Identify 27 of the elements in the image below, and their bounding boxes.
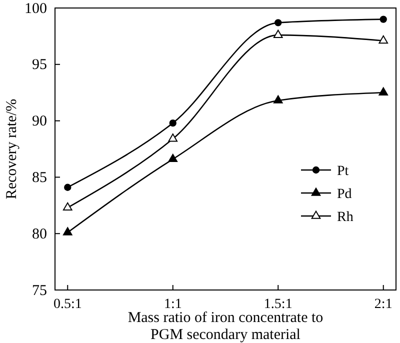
x-tick-label: 0.5:1 [53,296,82,312]
y-tick-label: 85 [32,170,47,186]
x-tick-label: 1:1 [164,296,182,312]
point [378,87,388,96]
x-axis-title: Mass ratio of iron concentrate to PGM secondary material [128,310,324,343]
point [168,134,178,142]
point [62,202,72,211]
legend-label: Rh [337,210,354,225]
y-tick-label: 100 [24,0,47,17]
y-tick-label: 95 [32,57,47,74]
legend-label: Pt [337,164,349,179]
point [380,16,387,23]
y-axis-title: Recovery rate/% [4,98,20,200]
y-tick-label: 80 [32,226,47,242]
x-tick-label: 1.5:1 [264,296,292,312]
point [62,227,72,236]
y-tick-label: 90 [32,114,47,130]
point [273,95,283,104]
point [169,119,176,127]
point [274,19,282,26]
point [273,30,283,38]
point [378,35,388,44]
point [168,154,178,162]
point [64,184,72,191]
x-tick-label: 2:1 [374,296,392,312]
legend-label: Pd [337,187,352,202]
y-tick-label: 75 [32,282,47,299]
